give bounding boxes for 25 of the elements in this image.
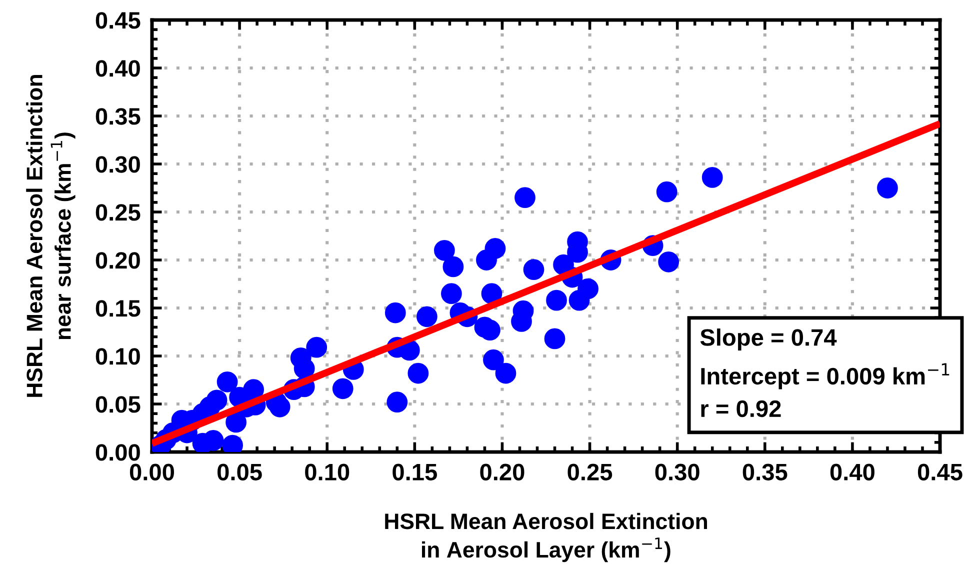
x-tick-label: 0.25 <box>568 464 612 480</box>
x-tick-label: 0.15 <box>392 464 437 480</box>
x-axis-title: HSRL Mean Aerosol Extinction in Aerosol Layer (km$^{−1}$) <box>385 512 708 562</box>
annotation: Intercept = 0.009 km$^{−1}$ <box>701 363 950 390</box>
y-tick-label: 0.25 <box>96 204 140 221</box>
x-tick-label: 0.45 <box>918 464 962 480</box>
x-tick-label: 0.40 <box>830 464 874 480</box>
y-tick-label: 0.45 <box>96 12 140 29</box>
y-tick-label: 0.10 <box>96 348 140 365</box>
y-tick-label: 0.40 <box>96 60 140 77</box>
annotation: r = 0.92 <box>701 400 781 418</box>
x-tick-label: 0.35 <box>742 464 788 480</box>
y-axis-title: HSRL Mean Aerosol Extinction near surface (km$^{−1}$) <box>26 74 76 397</box>
y-tick-label: 0.15 <box>96 300 140 317</box>
x-tick-label: 0.05 <box>218 464 262 480</box>
y-tick-label: 0.30 <box>96 156 140 173</box>
x-tick-label: 0.30 <box>655 464 700 480</box>
annotation: Slope = 0.74 <box>700 328 837 351</box>
x-tick-label: 0.00 <box>130 464 174 480</box>
y-tick-label: 0.00 <box>96 444 140 461</box>
x-tick-label: 0.10 <box>305 464 350 480</box>
y-tick-label: 0.20 <box>96 252 140 269</box>
y-tick-label: 0.05 <box>96 396 140 413</box>
x-tick-label: 0.20 <box>480 464 524 480</box>
y-tick-label: 0.35 <box>96 108 140 125</box>
